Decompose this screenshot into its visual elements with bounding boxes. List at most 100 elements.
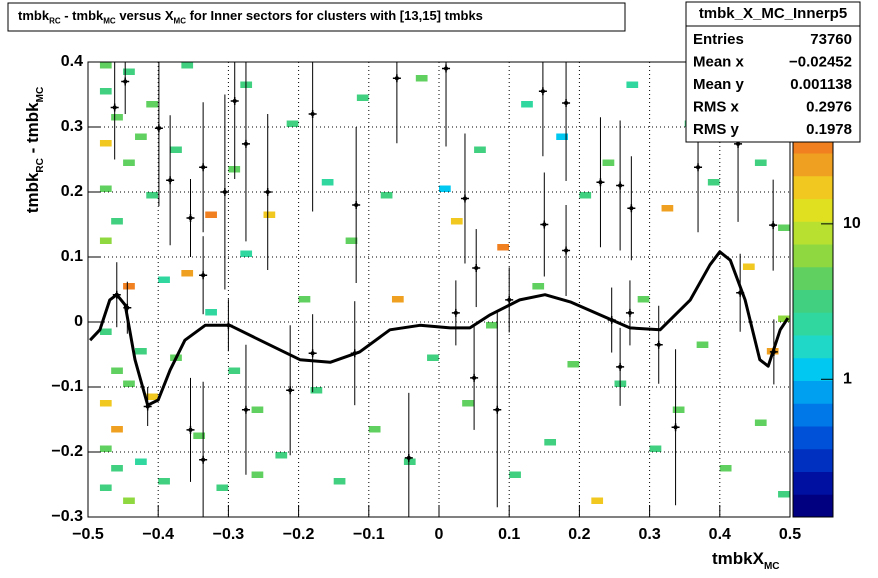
y-tick-label: 0.3 <box>61 118 83 135</box>
color-bar-step <box>793 426 833 450</box>
color-bar-step <box>793 289 833 313</box>
heatmap-cell <box>158 276 170 283</box>
heatmap-cell <box>263 211 276 218</box>
heatmap-cell <box>321 179 334 186</box>
stats-value: −0.02452 <box>789 53 852 70</box>
heatmap-cell <box>216 484 229 491</box>
heatmap-cell <box>99 88 112 95</box>
profile-dot <box>406 455 411 460</box>
heatmap-cell <box>591 497 604 504</box>
stats-value: 0.001138 <box>790 76 852 93</box>
title-box <box>7 2 626 32</box>
chart-title: tmbkRC - tmbkMC versus XMC for Inner sec… <box>18 8 483 25</box>
profile-dot <box>542 222 547 227</box>
color-bar-step <box>793 175 833 199</box>
heatmap-cell <box>719 465 732 472</box>
heatmap-cell <box>111 367 123 374</box>
x-tick-label: 0.4 <box>709 526 731 543</box>
heatmap-cell <box>380 192 393 199</box>
heatmap-cell <box>123 283 135 290</box>
text-part: tmbkX <box>712 549 765 568</box>
heatmap-cell <box>333 478 346 485</box>
heatmap-cell <box>415 75 428 82</box>
stats-value: 73760 <box>810 31 852 48</box>
profile-dot <box>673 425 678 430</box>
profile-dot <box>123 79 128 84</box>
stats-label: RMS x <box>693 98 740 115</box>
heatmap-cell <box>579 192 592 199</box>
heatmap-cell <box>111 426 123 433</box>
stats-box <box>685 1 861 143</box>
heatmap-cell <box>135 458 147 465</box>
heatmap-cell <box>556 133 568 140</box>
heatmap-cell <box>146 393 158 400</box>
heatmap-cell <box>146 101 158 108</box>
profile-dot <box>310 351 315 356</box>
subscript: RC <box>35 158 46 172</box>
color-bar-step <box>793 494 833 518</box>
subscript: MC <box>174 17 187 26</box>
heatmap-cell <box>754 419 767 426</box>
profile-dot <box>564 248 569 253</box>
color-bar-step <box>793 221 833 245</box>
profile-dot <box>627 310 632 315</box>
profile-dot <box>474 266 479 271</box>
profile-dot <box>771 223 776 228</box>
heatmap-cell <box>99 185 112 192</box>
text-part: tmbk <box>18 8 50 23</box>
heatmap-cell <box>462 400 474 407</box>
y-axis-label: tmbkRC - tmbkMC <box>23 87 45 213</box>
heatmap-cell <box>391 296 404 303</box>
color-bar-step <box>793 403 833 427</box>
heatmap-cell <box>123 68 135 75</box>
profile-dot <box>462 196 467 201</box>
profile-dot <box>564 100 569 105</box>
stats-label: Mean y <box>693 76 745 93</box>
heatmap-cell <box>626 81 639 88</box>
z-tick-label: 1 <box>843 371 852 388</box>
heatmap-cell <box>111 218 123 225</box>
heatmap-cell <box>123 380 135 387</box>
stats-value: 0.1978 <box>806 121 852 138</box>
color-bar-step <box>793 471 833 495</box>
heatmap-cell <box>99 484 112 491</box>
heatmap-cell <box>99 328 112 335</box>
heatmap-cell <box>286 120 299 127</box>
x-axis-label: tmbkXMC <box>712 549 780 571</box>
heatmap-cell <box>368 426 381 433</box>
heatmap-cell <box>742 263 755 270</box>
profile-dot <box>444 66 449 71</box>
profile-dot <box>656 342 661 347</box>
heatmap-cell <box>450 218 463 225</box>
heatmap-cell <box>427 354 439 361</box>
y-tick-label: −0.2 <box>51 443 83 460</box>
profile-dot <box>288 388 293 393</box>
y-tick-label: −0.1 <box>51 378 83 395</box>
x-tick-label: −0.4 <box>142 526 174 543</box>
heatmap-cell <box>439 185 451 192</box>
heatmap-cell <box>240 250 253 257</box>
x-tick-label: −0.1 <box>353 526 385 543</box>
heatmap-cell <box>170 146 182 153</box>
color-bar-step <box>793 244 833 268</box>
subscript: MC <box>103 17 116 26</box>
heatmap-cell <box>521 101 533 108</box>
heatmap-cell <box>544 439 557 446</box>
x-tick-label: 0.3 <box>638 526 660 543</box>
heatmap-cell <box>497 244 509 251</box>
heatmap-cell <box>99 237 112 244</box>
heatmap-cell <box>181 62 194 69</box>
heatmap-cell <box>99 400 112 407</box>
heatmap-cell <box>275 452 288 459</box>
plot-frame <box>87 61 791 518</box>
profile-dot <box>168 178 173 183</box>
color-bar-step <box>793 357 833 381</box>
text-part: versus X <box>116 8 174 23</box>
profile-dot <box>618 364 623 369</box>
x-tick-label: 0.5 <box>779 526 801 543</box>
profile-dot <box>232 99 237 103</box>
profile-dot <box>472 375 477 380</box>
heatmap-cell <box>181 270 194 277</box>
heatmap-cell <box>754 159 767 166</box>
